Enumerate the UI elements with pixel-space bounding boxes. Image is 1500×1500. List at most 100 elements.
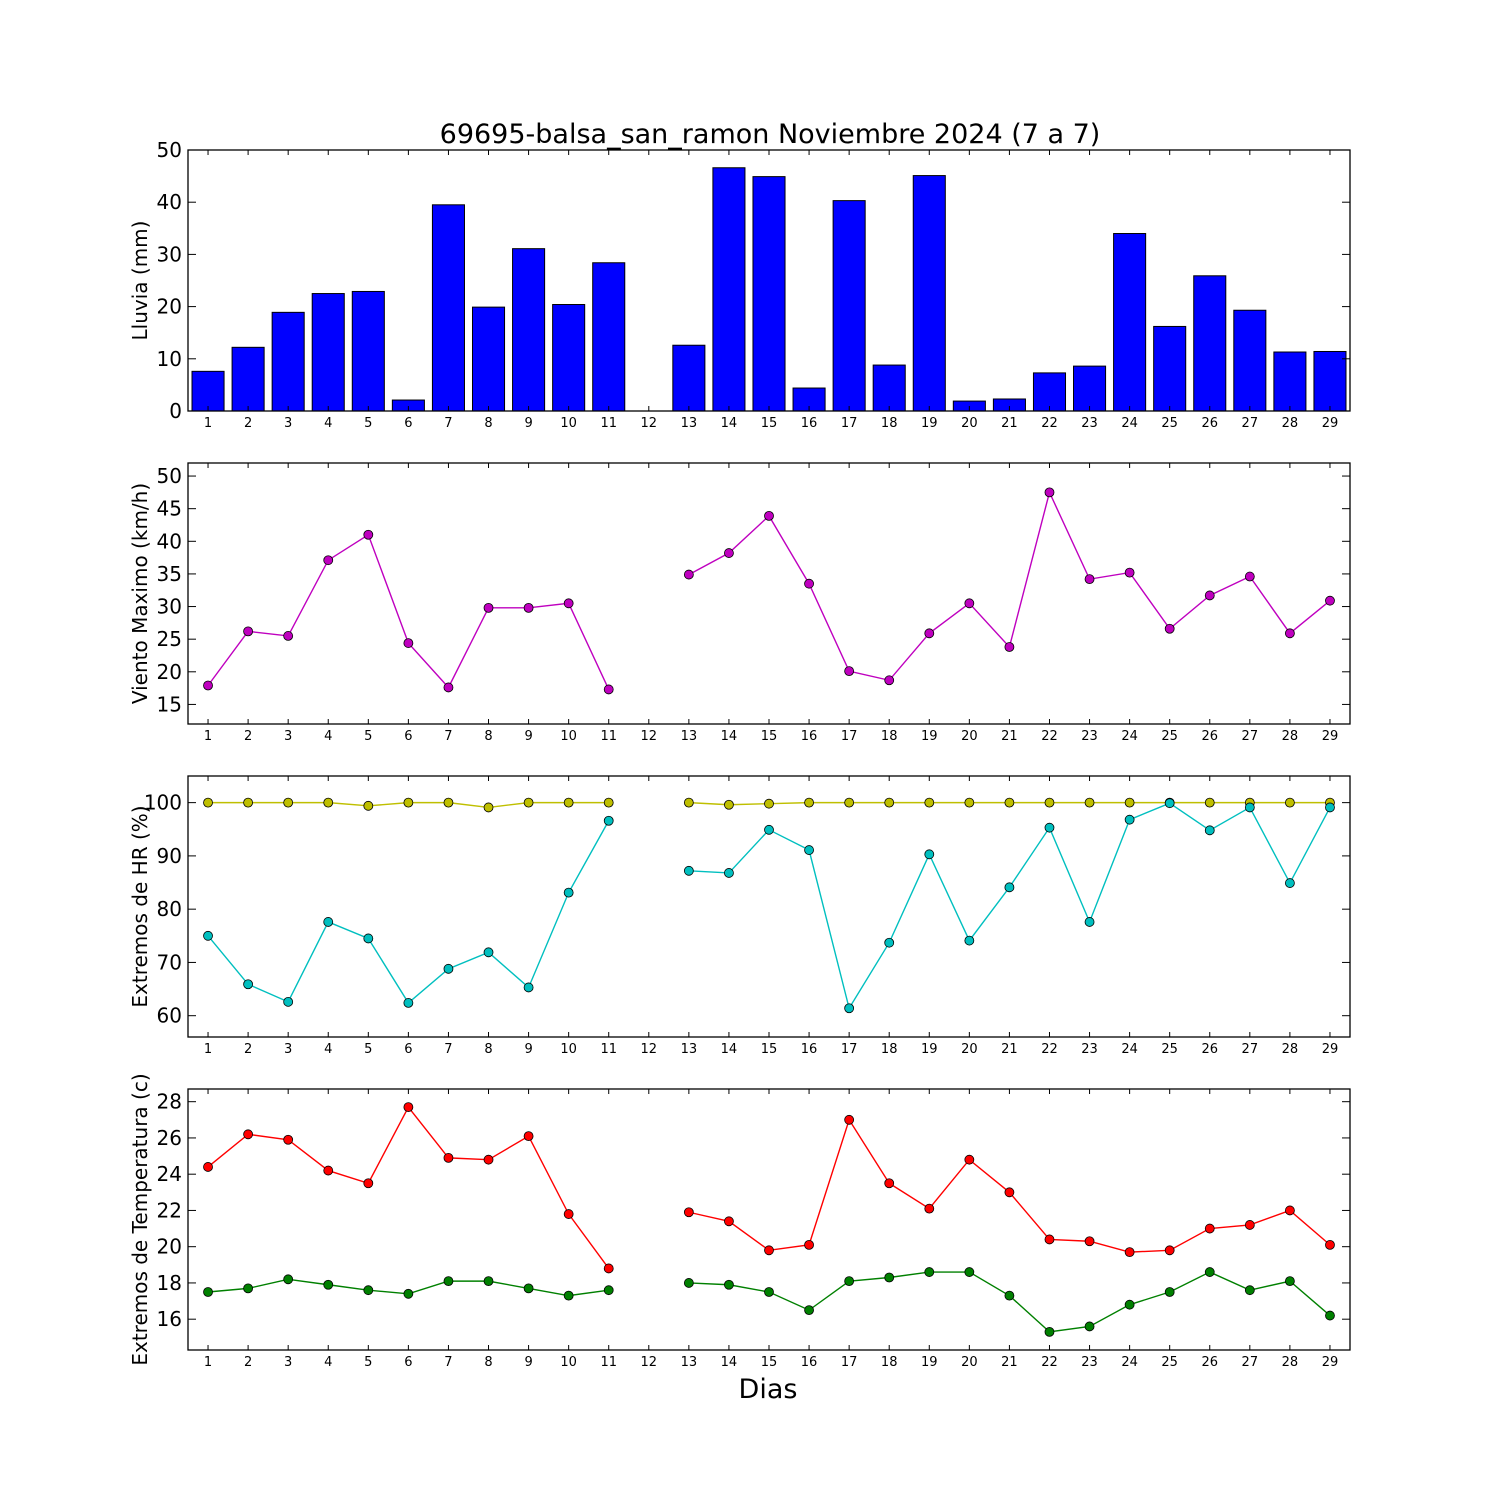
bar-day-4: [311, 293, 345, 412]
series-1-point-day-17: [844, 797, 855, 808]
x-tick-label: 3: [284, 416, 292, 431]
series-1-point-day-17: [844, 1114, 855, 1125]
series-2-point-day-5: [363, 1285, 374, 1296]
series-2-point-day-13: [683, 865, 694, 876]
x-tick-label: 9: [524, 1355, 532, 1370]
series-2-point-day-29: [1325, 802, 1335, 813]
x-tick-label: 27: [1242, 729, 1259, 744]
series-2-point-day-22: [1044, 1326, 1055, 1337]
x-tick-label: 17: [841, 729, 858, 744]
series-1-point-day-13: [683, 797, 694, 808]
x-tick-label: 29: [1322, 416, 1339, 431]
series-1-point-day-23: [1084, 797, 1095, 808]
series-1-point-day-29: [1325, 595, 1335, 606]
series-2-point-day-14: [724, 1279, 734, 1290]
series-1-point-day-29: [1325, 1239, 1335, 1250]
series-1-point-day-20: [964, 797, 975, 808]
x-tick-label: 6: [404, 1355, 412, 1370]
x-tick-label: 25: [1161, 1355, 1178, 1370]
x-tick-label: 18: [881, 1042, 898, 1057]
x-tick-label: 28: [1282, 1355, 1299, 1370]
x-tick-label: 22: [1041, 416, 1058, 431]
y-tick-label: 90: [157, 844, 182, 868]
series-1-point-day-18: [884, 797, 895, 808]
bar-day-13: [672, 344, 706, 412]
series-2-point-day-1: [203, 930, 213, 941]
x-tick-label: 21: [1001, 416, 1018, 431]
bar-day-1: [191, 370, 225, 412]
bar-day-29: [1313, 350, 1347, 412]
x-tick-label: 18: [881, 729, 898, 744]
series-1-point-day-10: [563, 797, 574, 808]
x-tick-label: 27: [1242, 416, 1259, 431]
series-2-point-day-27: [1244, 802, 1255, 813]
x-tick-label: 3: [284, 1355, 292, 1370]
x-tick-label: 12: [641, 1042, 658, 1057]
x-tick-label: 2: [244, 1355, 252, 1370]
bar-day-3: [271, 311, 305, 412]
x-tick-label: 15: [761, 1042, 778, 1057]
bar-day-2: [231, 346, 265, 412]
x-tick-label: 2: [244, 1042, 252, 1057]
x-tick-label: 16: [801, 1042, 818, 1057]
series-2-point-day-28: [1285, 1276, 1295, 1287]
x-tick-label: 23: [1081, 416, 1098, 431]
bar-day-24: [1113, 233, 1147, 412]
bar-day-22: [1032, 372, 1067, 412]
x-tick-label: 5: [364, 1355, 372, 1370]
x-tick-label: 26: [1201, 416, 1218, 431]
x-tick-label: 15: [761, 729, 778, 744]
series-1-point-day-23: [1084, 574, 1095, 585]
series-1-point-day-20: [964, 598, 975, 609]
y-tick-label: 20: [157, 295, 182, 319]
series-1-point-day-1: [203, 797, 213, 808]
x-tick-label: 19: [921, 1042, 938, 1057]
x-tick-label: 10: [560, 1355, 577, 1370]
series-1-point-day-6: [403, 638, 414, 648]
bar-day-26: [1193, 275, 1227, 412]
series-1-point-day-1: [203, 1162, 213, 1172]
y-tick-label: 60: [157, 1004, 182, 1028]
x-tick-label: 11: [600, 416, 617, 431]
series-2-point-day-4: [323, 1279, 334, 1290]
series-2-point-day-3: [283, 996, 294, 1007]
series-1-point-day-4: [323, 1165, 334, 1176]
y-tick-label: 70: [157, 950, 182, 974]
x-tick-label: 9: [524, 416, 532, 431]
series-1-point-day-7: [443, 682, 454, 693]
chart-title: 69695-balsa_san_ramon Noviembre 2024 (7 …: [440, 119, 1101, 150]
x-tick-label: 4: [324, 1042, 332, 1057]
series-1-point-day-15: [764, 510, 774, 521]
series-1-point-day-14: [724, 1216, 734, 1227]
series-1-point-day-27: [1244, 1220, 1255, 1230]
x-tick-label: 23: [1081, 1355, 1098, 1370]
series-2-point-day-1: [203, 1287, 213, 1297]
series-1-point-day-16: [804, 578, 814, 589]
x-tick-label: 20: [961, 729, 978, 744]
y-tick-label: 15: [157, 692, 182, 716]
series-1-point-day-8: [483, 602, 494, 613]
y-tick-label: 80: [157, 897, 182, 921]
x-tick-label: 22: [1041, 1042, 1058, 1057]
series-2-point-day-28: [1285, 878, 1295, 888]
y-tick-label: 22: [157, 1198, 182, 1222]
series-1-point-day-16: [804, 797, 814, 808]
series-1-point-day-26: [1204, 797, 1215, 808]
series-2-point-day-20: [964, 1267, 975, 1277]
series-1-point-day-22: [1044, 797, 1055, 808]
series-2-point-day-21: [1004, 882, 1015, 893]
x-tick-label: 29: [1322, 1355, 1339, 1370]
x-tick-label: 26: [1201, 1042, 1218, 1057]
bar-day-8: [471, 306, 506, 412]
series-1-point-day-21: [1004, 1187, 1015, 1198]
x-tick-label: 9: [524, 729, 532, 744]
series-2-point-day-7: [443, 1276, 454, 1287]
series-2-point-day-29: [1325, 1310, 1335, 1321]
x-tick-label: 21: [1001, 729, 1018, 744]
series-1-point-day-9: [523, 797, 534, 808]
x-tick-label: 1: [204, 729, 212, 744]
x-tick-label: 12: [641, 1355, 658, 1370]
